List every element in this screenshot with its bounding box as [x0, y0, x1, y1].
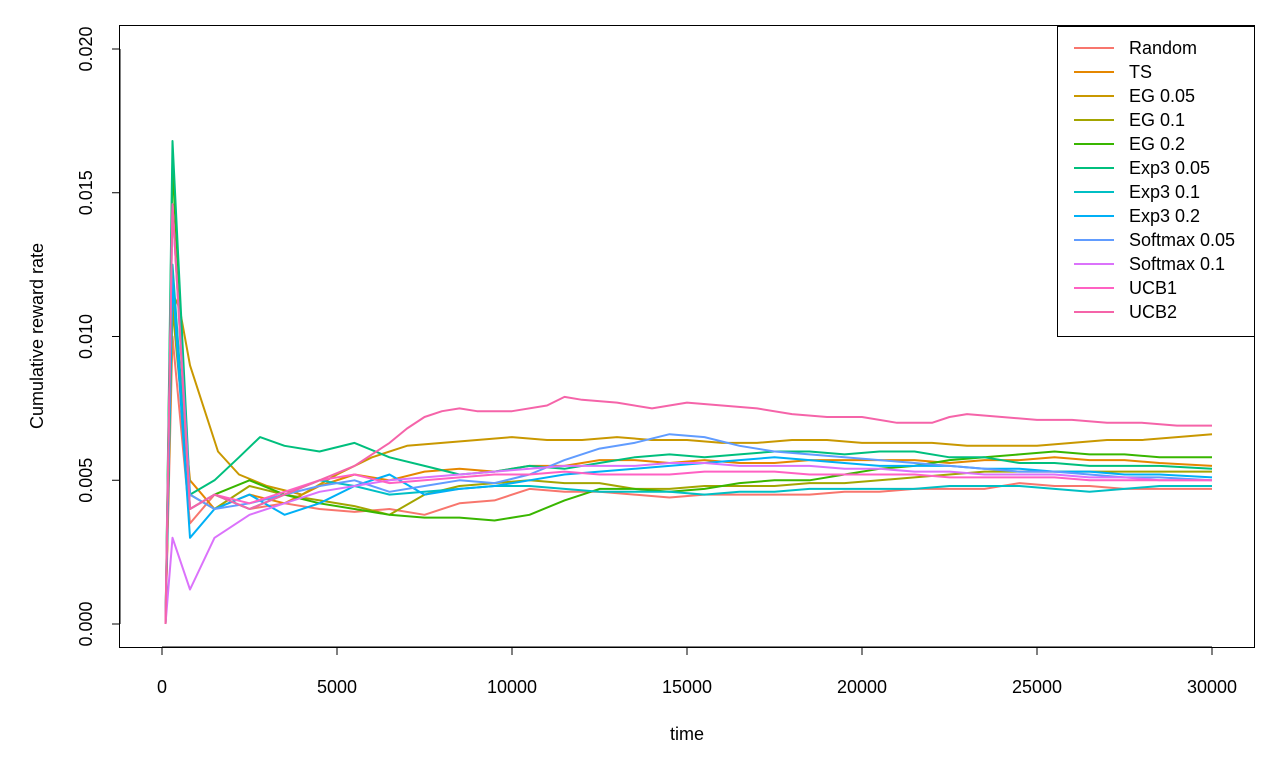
- y-axis-label: Cumulative reward rate: [27, 243, 47, 429]
- legend-label: Softmax 0.1: [1129, 254, 1225, 274]
- x-tick-label: 15000: [662, 677, 712, 697]
- series-line-softmax-0-1: [164, 462, 1212, 625]
- legend-label: TS: [1129, 62, 1152, 82]
- x-tick-label: 30000: [1187, 677, 1237, 697]
- legend-box: [1057, 26, 1255, 337]
- legend-label: Exp3 0.1: [1129, 182, 1200, 202]
- series-line-eg-0-05: [164, 292, 1213, 625]
- legend-label: UCB1: [1129, 278, 1177, 298]
- series-line-ucb2: [164, 203, 1212, 625]
- x-tick-label: 10000: [487, 677, 537, 697]
- y-tick-label: 0.010: [76, 314, 96, 359]
- y-tick-label: 0.015: [76, 170, 96, 215]
- series-line-random: [164, 335, 1212, 625]
- legend-label: UCB2: [1129, 302, 1177, 322]
- y-tick-label: 0.020: [76, 26, 96, 71]
- legend-label: Exp3 0.05: [1129, 158, 1210, 178]
- series-line-exp3-0-05: [164, 140, 1213, 625]
- y-tick-label: 0.000: [76, 601, 96, 646]
- x-tick-label: 5000: [317, 677, 357, 697]
- series-layer: [164, 140, 1213, 625]
- series-line-ucb1: [164, 203, 1212, 625]
- x-tick-label: 20000: [837, 677, 887, 697]
- legend: Random TS EG 0.05 EG 0.1 EG 0.2 Exp3 0.05 Exp3…: [1057, 26, 1255, 337]
- x-tick-label: 25000: [1012, 677, 1062, 697]
- y-axis: 0.000 0.005 0.010 0.015 0.020: [76, 26, 121, 647]
- legend-label: Random: [1129, 38, 1197, 58]
- legend-label: Exp3 0.2: [1129, 206, 1200, 226]
- legend-label: EG 0.05: [1129, 86, 1195, 106]
- legend-label: Softmax 0.05: [1129, 230, 1235, 250]
- legend-label: EG 0.2: [1129, 134, 1185, 154]
- x-axis: 0 5000 10000 15000 20000 25000 30000: [157, 646, 1237, 697]
- legend-label: EG 0.1: [1129, 110, 1185, 130]
- y-tick-label: 0.005: [76, 458, 96, 503]
- x-axis-label: time: [670, 724, 704, 744]
- series-line-eg-0-2: [164, 163, 1212, 625]
- series-line-exp3-0-2: [164, 278, 1213, 625]
- x-tick-label: 0: [157, 677, 167, 697]
